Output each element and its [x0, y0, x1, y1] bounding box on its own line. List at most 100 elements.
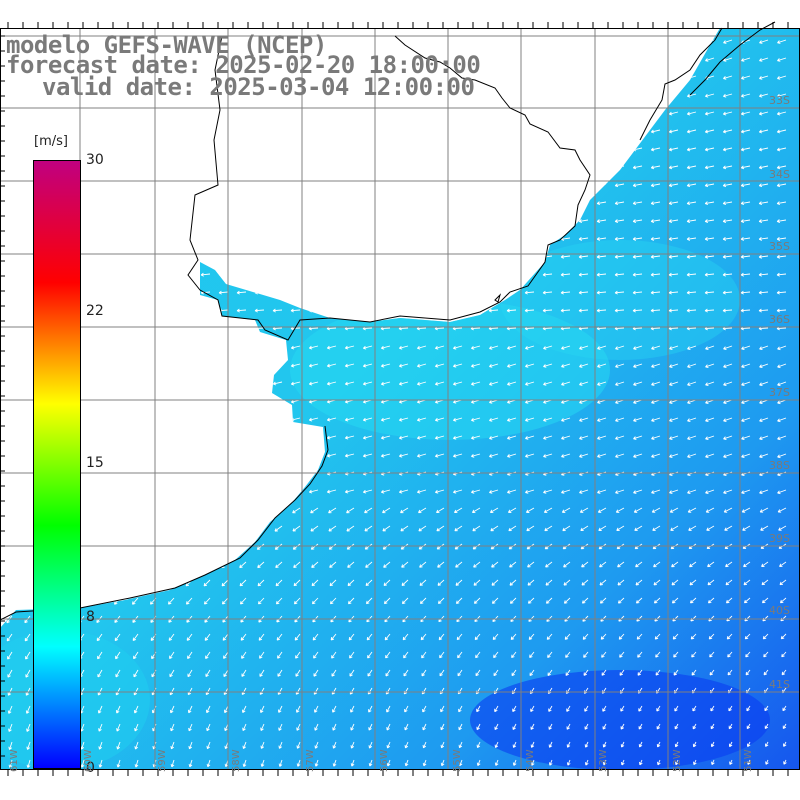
wind-arrow: [529, 669, 535, 677]
wind-arrow: [419, 579, 427, 586]
wind-arrow: [776, 237, 787, 241]
wind-arrow: [508, 525, 517, 532]
wind-arrow: [115, 669, 121, 678]
wind-arrow: [614, 219, 625, 223]
wind-arrow: [596, 219, 607, 223]
wind-arrow: [656, 741, 661, 748]
wind-arrow: [722, 272, 733, 277]
wind-arrow: [693, 759, 697, 766]
wind-arrow: [8, 759, 13, 768]
wind-arrow: [169, 651, 175, 660]
wind-arrow: [728, 723, 733, 730]
wind-arrow: [453, 381, 463, 386]
wind-arrow: [274, 525, 283, 532]
wind-arrow: [638, 741, 643, 748]
wind-arrow: [203, 597, 211, 605]
wind-arrow: [722, 93, 733, 98]
wind-arrow: [169, 705, 175, 714]
wind-arrow: [777, 435, 787, 441]
wind-arrow: [436, 543, 445, 550]
wind-arrow: [668, 183, 679, 188]
wind-arrow: [97, 651, 103, 660]
wind-arrow: [776, 111, 787, 116]
wind-arrow: [650, 254, 661, 259]
wind-arrow: [614, 201, 625, 206]
wind-arrow: [398, 453, 409, 458]
wind-arrow: [241, 651, 247, 659]
wind-arrow: [689, 579, 697, 586]
wind-arrow: [615, 435, 625, 440]
wind-arrow: [344, 453, 355, 458]
wind-arrow: [548, 741, 553, 748]
lat-label: 35S: [769, 240, 790, 253]
wind-arrow: [134, 741, 139, 750]
wind-arrow: [347, 561, 355, 568]
wind-arrow: [745, 651, 751, 658]
wind-arrow: [761, 579, 769, 586]
wind-arrow: [435, 345, 445, 350]
wind-arrow: [632, 165, 643, 170]
wind-arrow: [779, 561, 787, 568]
wind-arrow: [652, 525, 661, 531]
wind-arrow: [651, 345, 661, 350]
wind-arrow: [741, 453, 751, 459]
wind-arrow: [686, 254, 697, 259]
wind-arrow: [346, 525, 355, 532]
wind-arrow: [565, 669, 571, 676]
wind-arrow: [704, 254, 715, 259]
wind-arrow: [741, 489, 751, 495]
wind-arrow: [223, 669, 229, 677]
wind-arrow: [457, 669, 463, 677]
wind-arrow: [742, 525, 751, 531]
wind-arrow: [650, 308, 661, 313]
wind-arrow: [440, 705, 445, 713]
wind-arrow: [453, 345, 463, 350]
wind-arrow: [310, 543, 319, 550]
wind-arrow: [453, 363, 463, 368]
wind-arrow: [614, 254, 625, 259]
lon-label: 55W: [452, 749, 463, 772]
wind-arrow: [633, 381, 643, 386]
wind-arrow: [578, 254, 589, 259]
wind-arrow: [239, 579, 247, 587]
wind-arrow: [416, 453, 427, 458]
wind-arrow: [656, 723, 661, 730]
wind-arrow: [362, 489, 373, 494]
wind-arrow: [368, 759, 373, 767]
model-title: modelo GEFS-WAVE (NCEP): [6, 31, 327, 59]
wind-arrow: [458, 741, 463, 749]
wind-arrow: [651, 381, 661, 386]
wind-arrow: [671, 561, 679, 568]
wind-arrow: [512, 759, 517, 766]
wind-arrow: [453, 489, 463, 494]
wind-arrow: [561, 363, 571, 368]
wind-arrow: [758, 183, 769, 188]
wind-arrow: [311, 561, 319, 568]
wind-arrow: [655, 669, 661, 676]
wind-arrow: [350, 723, 355, 731]
wind-arrow: [668, 165, 679, 170]
wind-arrow: [562, 525, 571, 532]
wind-arrow: [170, 741, 175, 750]
wind-arrow: [310, 525, 319, 532]
wind-arrow: [476, 723, 481, 731]
wind-arrow: [524, 290, 535, 295]
wind-arrow: [543, 363, 553, 368]
wind-arrow: [527, 597, 535, 604]
wind-arrow: [132, 597, 139, 605]
wind-arrow: [581, 579, 589, 586]
wind-arrow: [740, 219, 751, 223]
wind-arrow: [418, 525, 427, 532]
wind-arrow: [416, 345, 427, 350]
wind-arrow: [687, 381, 697, 386]
wind-arrow: [729, 759, 733, 765]
wind-arrow: [597, 417, 607, 422]
wind-arrow: [723, 75, 733, 80]
wind-arrow: [386, 759, 391, 767]
wind-arrow: [759, 57, 769, 62]
wind-arrow: [704, 129, 715, 134]
wind-arrow: [525, 507, 535, 513]
wind-arrow: [688, 525, 697, 531]
wind-arrow: [530, 723, 535, 730]
wind-arrow: [686, 201, 697, 206]
